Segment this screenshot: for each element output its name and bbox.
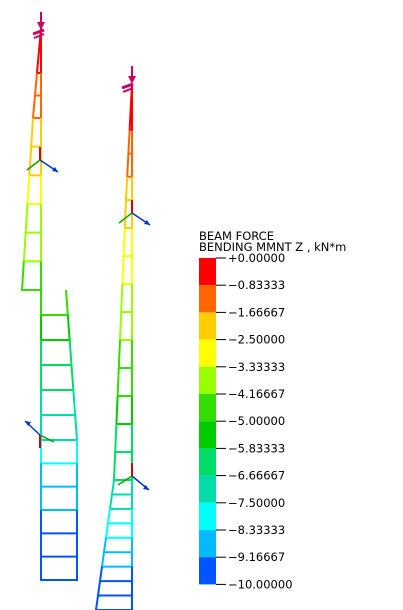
right-member-moment-diagram xyxy=(94,83,133,610)
moment-segment xyxy=(123,199,133,229)
moment-segment xyxy=(106,508,133,525)
moment-segment xyxy=(94,595,133,610)
legend-label: −8.33333 xyxy=(228,523,285,537)
moment-segment xyxy=(100,552,133,568)
legend-swatch xyxy=(199,394,216,422)
moment-segment xyxy=(124,176,133,201)
legend-swatch xyxy=(199,502,216,530)
legend-label: −9.16667 xyxy=(228,550,285,564)
moment-segment xyxy=(31,95,42,119)
legend-label: −1.66667 xyxy=(228,305,285,319)
moment-segment xyxy=(128,107,133,132)
moment-segment xyxy=(35,50,42,74)
legend-entries: +0.00000 −0.83333 −1.66667 −2.50000 −3.33333… xyxy=(199,251,293,591)
legend-title-line1: BEAM FORCE xyxy=(199,229,274,243)
moment-segment xyxy=(40,440,78,465)
moment-segment xyxy=(20,261,42,291)
left-upper-axis-triad-icon xyxy=(26,147,59,173)
moment-segment xyxy=(24,203,42,234)
moment-segment xyxy=(122,227,133,257)
moment-segment xyxy=(121,255,133,285)
legend-swatch xyxy=(199,258,216,286)
right-top-load-arrow-icon xyxy=(121,66,136,93)
legend-label: −5.83333 xyxy=(228,441,285,455)
legend-swatch xyxy=(199,312,216,340)
moment-segment xyxy=(40,556,78,581)
moment-segment xyxy=(40,389,77,416)
moment-segment xyxy=(114,423,133,453)
legend-label: −0.83333 xyxy=(228,278,285,292)
legend-title-line2: BENDING MMNT Z , kN*m xyxy=(199,240,346,254)
legend: BEAM FORCE BENDING MMNT Z , kN*m +0.0000… xyxy=(199,229,346,591)
moment-segment xyxy=(40,364,75,391)
moment-segment xyxy=(117,339,133,369)
moment-segment xyxy=(40,463,78,488)
moment-segment xyxy=(98,566,133,583)
legend-label: −2.50000 xyxy=(228,333,285,347)
moment-segment xyxy=(33,72,42,97)
right-upper-axis-triad-icon xyxy=(118,200,151,226)
moment-segment xyxy=(104,523,133,539)
moment-segment xyxy=(40,289,69,316)
moment-segment xyxy=(40,314,71,341)
right-lower-axis-triad-icon xyxy=(117,463,150,491)
moment-segment xyxy=(40,510,78,535)
moment-segment xyxy=(40,486,78,511)
moment-segment xyxy=(127,130,133,155)
legend-label: −5.00000 xyxy=(228,414,285,428)
moment-segment xyxy=(118,311,133,341)
legend-swatch xyxy=(199,285,216,313)
moment-segment xyxy=(115,395,133,425)
legend-swatch xyxy=(199,448,216,476)
legend-swatch xyxy=(199,530,216,558)
legend-label: −3.33333 xyxy=(228,360,285,374)
moment-segment xyxy=(102,537,133,554)
legend-swatch xyxy=(199,421,216,449)
left-member-moment-diagram xyxy=(20,27,79,581)
moment-segment xyxy=(110,479,133,496)
left-top-load-arrow-icon xyxy=(32,12,45,39)
legend-swatch xyxy=(199,557,216,585)
moment-segment xyxy=(22,232,42,263)
left-lower-axis-triad-icon xyxy=(24,420,55,448)
legend-label: −6.66667 xyxy=(228,469,285,483)
moment-segment xyxy=(40,533,78,558)
legend-label: −10.00000 xyxy=(228,577,293,591)
moment-segment xyxy=(30,117,42,148)
legend-label: −4.16667 xyxy=(228,387,285,401)
legend-label: −7.50000 xyxy=(228,496,285,510)
moment-segment xyxy=(96,580,133,597)
moment-segment xyxy=(26,175,42,205)
moment-segment xyxy=(40,339,73,366)
legend-swatch xyxy=(199,339,216,367)
moment-segment xyxy=(126,153,133,178)
moment-segment xyxy=(116,367,133,397)
moment-segment xyxy=(40,414,79,441)
legend-swatch xyxy=(199,366,216,394)
moment-segment xyxy=(112,451,133,481)
moment-segment xyxy=(108,494,133,510)
moment-segment xyxy=(120,283,133,313)
legend-swatch xyxy=(199,475,216,503)
legend-label: +0.00000 xyxy=(228,251,285,265)
